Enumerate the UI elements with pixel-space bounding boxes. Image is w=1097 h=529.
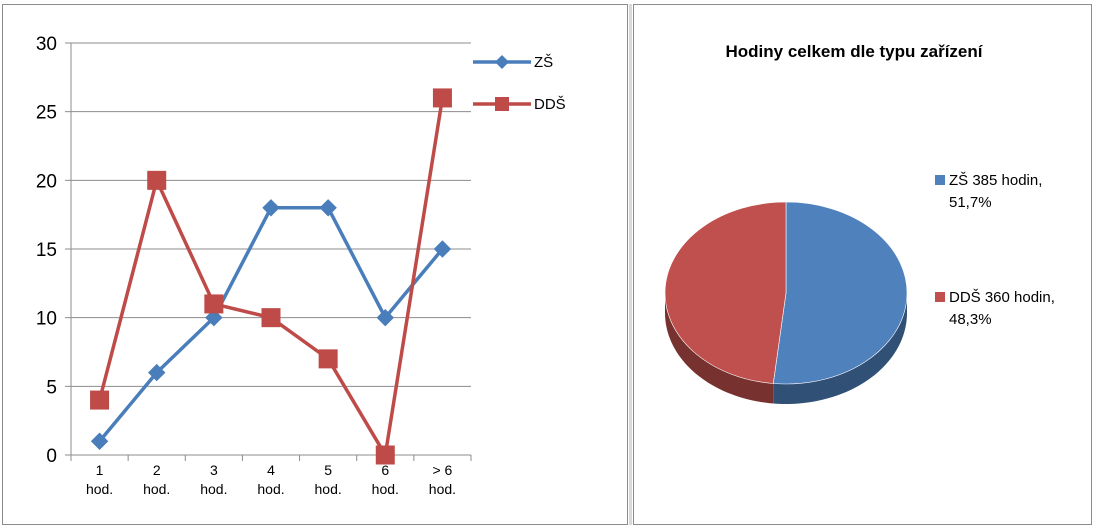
line-legend: ZŠ DDŠ: [473, 54, 566, 113]
series-layer: [90, 88, 452, 465]
data-point: [432, 88, 452, 108]
pie-slices: [664, 201, 908, 404]
data-point: [433, 240, 452, 258]
data-point: [318, 349, 338, 369]
pie-legend-label: ZŠ 385 hodin,: [949, 172, 1042, 189]
x-tick-label: 2: [153, 462, 161, 478]
y-tick-label: 30: [36, 34, 57, 55]
pie-slice: [772, 201, 908, 385]
pie-slice: [664, 201, 787, 384]
data-point: [261, 308, 281, 328]
x-tick-label: > 6: [432, 462, 452, 478]
pie-title: Hodiny celkem dle typu zařízení: [726, 42, 984, 61]
series-dds: [90, 88, 452, 465]
x-tick-label: 5: [324, 462, 332, 478]
data-point: [147, 170, 167, 190]
pie-legend-entry: ZŠ 385 hodin, 51,7%: [935, 172, 1042, 211]
pie-chart: Hodiny celkem dle typu zařízení ZŠ 385 h…: [664, 42, 1055, 404]
x-axis-ticks: 1 hod. 2 hod. 3 hod. 4 hod. 5 hod. 6 hod. > 6 hod.: [70, 455, 472, 497]
legend-label: ZŠ: [534, 54, 553, 71]
legend-entry: ZŠ: [473, 54, 553, 71]
y-tick-label: 0: [46, 446, 57, 467]
x-tick-label: hod.: [429, 481, 456, 497]
legend-entry: DDŠ: [473, 96, 566, 113]
pie-legend-label: DDŠ 360 hodin,: [949, 289, 1055, 306]
x-tick-label: hod.: [372, 481, 399, 497]
data-point: [319, 199, 337, 217]
x-tick-label: 6: [381, 462, 389, 478]
series-zs: [90, 199, 452, 450]
panel-divider: [629, 4, 632, 525]
data-point: [148, 363, 166, 382]
pie-slice-side: [773, 293, 907, 404]
data-point: [204, 294, 224, 314]
pie-legend-percent: 48,3%: [949, 311, 992, 328]
data-point: [90, 390, 110, 410]
data-point: [375, 445, 395, 465]
y-tick-label: 10: [36, 309, 57, 330]
pie-chart-panel: Hodiny celkem dle typu zařízení ZŠ 385 h…: [633, 4, 1092, 525]
y-tick-label: 5: [46, 377, 57, 398]
x-tick-label: hod.: [257, 481, 284, 497]
data-point: [90, 432, 109, 450]
legend-marker: [495, 97, 509, 111]
y-tick-label: 25: [36, 103, 57, 124]
data-point: [205, 308, 223, 327]
x-tick-label: hod.: [143, 481, 170, 497]
data-point: [262, 199, 280, 217]
x-tick-label: hod.: [200, 481, 227, 497]
series-line: [97, 97, 445, 457]
x-tick-label: hod.: [315, 481, 342, 497]
x-tick-label: hod.: [86, 481, 113, 497]
y-tick-label: 15: [36, 240, 57, 261]
x-tick-label: 3: [210, 462, 218, 478]
line-chart-panel: 0 5 10 15 20 25 30 1 hod. 2 hod. 3 hod. 4 hod. 5 hod. 6 h…: [2, 4, 628, 525]
y-tick-label: 20: [36, 171, 57, 192]
pie-legend-entry: DDŠ 360 hodin, 48,3%: [935, 289, 1055, 328]
x-tick-label: 4: [267, 462, 275, 478]
y-axis-ticks: 0 5 10 15 20 25 30: [36, 34, 71, 467]
pie-legend-percent: 51,7%: [949, 194, 992, 211]
pie-slice-side: [665, 293, 774, 404]
legend-swatch: [935, 175, 945, 185]
pie-legend: ZŠ 385 hodin, 51,7% DDŠ 360 hodin, 48,3%: [935, 172, 1055, 328]
legend-swatch: [935, 292, 945, 302]
line-chart: 0 5 10 15 20 25 30 1 hod. 2 hod. 3 hod. 4 hod. 5 hod. 6 h…: [36, 34, 566, 497]
legend-label: DDŠ: [534, 96, 566, 113]
data-point: [376, 308, 394, 327]
x-tick-label: 1: [96, 462, 104, 478]
legend-marker: [495, 55, 509, 69]
